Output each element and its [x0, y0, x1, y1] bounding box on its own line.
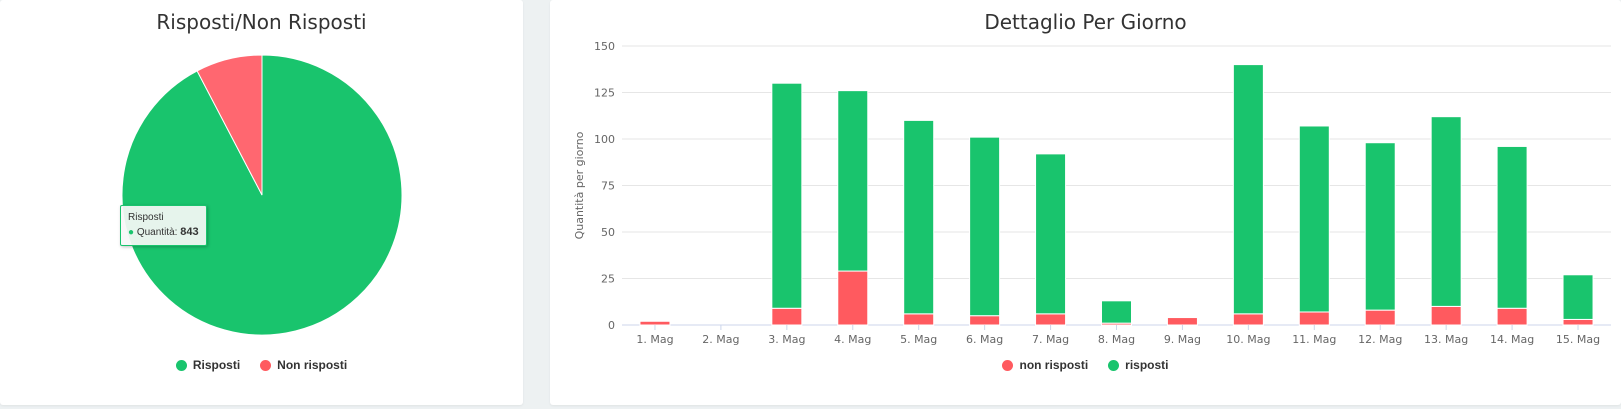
bar-segment-risposti[interactable]: [1232, 64, 1264, 315]
bar-segment-risposti[interactable]: [1035, 153, 1067, 315]
bar-segment-non-risposti[interactable]: [1035, 313, 1067, 326]
y-tick-label: 100: [594, 133, 615, 146]
x-tick-label: 12. Mag: [1358, 333, 1402, 346]
legend-item-non-risposti[interactable]: Non risposti: [260, 358, 347, 372]
legend-label: risposti: [1125, 358, 1169, 372]
y-tick-label: 75: [601, 180, 615, 193]
x-tick-label: 6. Mag: [966, 333, 1003, 346]
legend-dot-icon: [260, 359, 272, 371]
bar-segment-non-risposti[interactable]: [1232, 313, 1264, 326]
y-tick-label: 25: [601, 273, 615, 286]
x-tick-label: 3. Mag: [768, 333, 805, 346]
bar-segment-risposti[interactable]: [1298, 125, 1330, 313]
bar-segment-risposti[interactable]: [1430, 116, 1462, 307]
bar-segment-non-risposti[interactable]: [771, 307, 803, 326]
bar-segment-risposti[interactable]: [837, 90, 869, 272]
bar-segment-risposti[interactable]: [1496, 145, 1528, 309]
x-tick-label: 2. Mag: [702, 333, 739, 346]
legend-label: non risposti: [1019, 358, 1089, 372]
legend-label: Risposti: [192, 358, 241, 372]
x-tick-label: 14. Mag: [1490, 333, 1534, 346]
bar-segment-non-risposti[interactable]: [837, 270, 869, 326]
bar-legend: non risposti risposti: [550, 358, 1621, 372]
y-tick-label: 150: [594, 40, 615, 53]
y-tick-label: 0: [608, 319, 615, 332]
legend-item-risposti[interactable]: Risposti: [175, 358, 241, 372]
tooltip-label: Quantità:: [136, 227, 178, 238]
x-tick-label: 11. Mag: [1292, 333, 1336, 346]
tooltip-header: Risposti: [128, 212, 164, 223]
pie-chart: [121, 54, 403, 336]
x-tick-label: 1. Mag: [636, 333, 673, 346]
bar-chart-title: Dettaglio Per Giorno: [984, 10, 1187, 34]
x-tick-label: 8. Mag: [1098, 333, 1135, 346]
tooltip-dot-icon: ●: [128, 227, 135, 238]
x-tick-label: 9. Mag: [1164, 333, 1201, 346]
bar-segment-risposti[interactable]: [1562, 274, 1594, 320]
bar-segment-risposti[interactable]: [1101, 300, 1132, 324]
bar-segment-non-risposti[interactable]: [639, 320, 671, 326]
pie-tooltip: Risposti ● Quantità: 843: [120, 205, 207, 246]
tooltip-value: 843: [180, 226, 199, 238]
bar-segment-non-risposti[interactable]: [1166, 317, 1198, 326]
legend-dot-icon: [1002, 359, 1014, 371]
bar-segment-risposti[interactable]: [969, 136, 1001, 317]
bar-chart: 0 25 50 75 100 125 150 Quantità per giorno 1. Ma…: [573, 40, 1611, 346]
legend-item-non-risposti[interactable]: non risposti: [1002, 358, 1088, 372]
legend-label: Non risposti: [277, 358, 348, 372]
x-tick-label: 5. Mag: [900, 333, 937, 346]
bar-segment-non-risposti[interactable]: [1298, 311, 1330, 326]
bar-segment-non-risposti[interactable]: [1364, 309, 1396, 326]
bar-segment-non-risposti[interactable]: [1496, 307, 1528, 326]
pie-chart-panel: Risposti/Non Risposti Risposti ● Quantit…: [0, 0, 523, 405]
legend-dot-icon: [175, 359, 187, 371]
y-axis-title: Quantità per giorno: [573, 131, 586, 239]
x-tick-label: 4. Mag: [834, 333, 871, 346]
bar-segment-risposti[interactable]: [903, 119, 935, 315]
bar-segment-non-risposti[interactable]: [1430, 305, 1462, 326]
bar-chart-panel: Dettaglio Per Giorno 0 25 50 75 100 125 150 Qua…: [550, 0, 1621, 405]
y-tick-label: 50: [601, 226, 615, 239]
x-tick-label: 7. Mag: [1032, 333, 1069, 346]
bar-segment-non-risposti[interactable]: [969, 315, 1001, 326]
bar-segment-non-risposti[interactable]: [903, 313, 935, 326]
x-tick-label: 10. Mag: [1226, 333, 1270, 346]
bar-segment-risposti[interactable]: [1364, 142, 1396, 311]
y-tick-label: 125: [594, 87, 615, 100]
bar-segment-non-risposti[interactable]: [1562, 318, 1594, 326]
legend-item-risposti[interactable]: risposti: [1108, 358, 1169, 372]
x-tick-label: 15. Mag: [1556, 333, 1600, 346]
bar-segment-risposti[interactable]: [771, 82, 803, 309]
pie-slice-non-risposti[interactable]: [196, 54, 263, 196]
pie-chart-title: Risposti/Non Risposti: [156, 10, 367, 34]
legend-dot-icon: [1108, 359, 1120, 371]
pie-legend: Risposti Non risposti: [0, 358, 523, 372]
x-tick-label: 13. Mag: [1424, 333, 1468, 346]
